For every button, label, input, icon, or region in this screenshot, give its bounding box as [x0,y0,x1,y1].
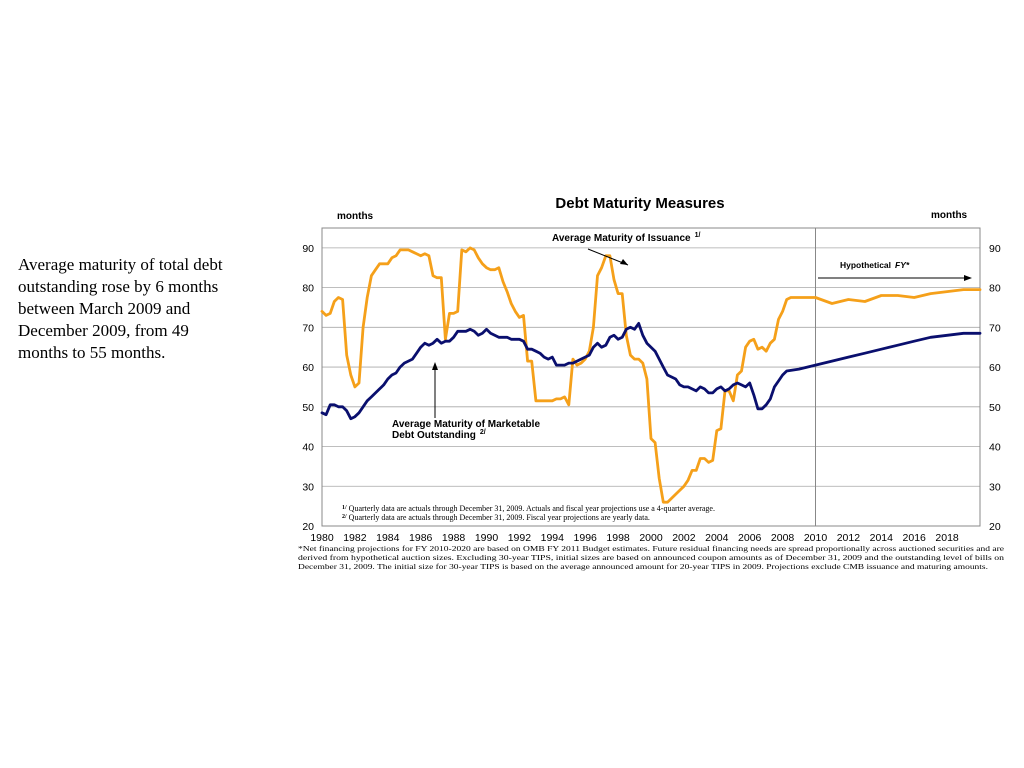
x-ticks: 1980 1982 1984 1986 1988 1990 1992 1994 1996 1998… [310,532,959,544]
outstanding-label-line2: Debt Outstanding 2/ [392,429,486,441]
x-tick-label: 2016 [903,532,927,544]
x-tick-label: 1980 [310,532,334,544]
x-tick-label: 2006 [738,532,762,544]
y-tick-label-left: 20 [302,521,314,533]
hypothetical-arrowhead [964,275,972,281]
x-tick-label: 1998 [606,532,630,544]
x-tick-label: 1986 [409,532,433,544]
note-2: 2/Quarterly data are actuals through Dec… [342,513,650,522]
issuance-arrowhead [620,259,628,265]
x-tick-label: 1996 [574,532,598,544]
y-tick-label-left: 30 [302,481,314,493]
y-tick-label-left: 70 [302,322,314,334]
y-tick-label-left: 80 [302,283,314,295]
y-tick-label-right: 60 [989,362,1001,374]
plot-frame [321,227,981,527]
x-tick-label: 1994 [541,532,565,544]
y-tick-label-right: 50 [989,402,1001,414]
footnote-line-1: *Net financing projections for FY 2010-2… [298,544,1004,553]
y-tick-label-right: 90 [989,243,1001,255]
y-axis-label-left: months [337,211,374,222]
series-line-outstanding [320,322,982,421]
series-line-issuance [320,246,982,504]
y-tick-label-left: 90 [302,243,314,255]
x-tick-label: 2000 [639,532,663,544]
x-tick-label: 2010 [804,532,828,544]
x-tick-label: 1990 [475,532,499,544]
x-tick-label: 2018 [935,532,959,544]
note-1: 1/Quarterly data are actuals through Dec… [342,504,715,513]
outstanding-label-line1: Average Maturity of Marketable [392,419,540,430]
chart-title: Debt Maturity Measures [555,195,724,212]
x-tick-label: 2012 [837,532,861,544]
hypothetical-label: Hypothetical FY* [840,260,910,270]
gridlines [322,247,980,487]
x-tick-label: 1982 [343,532,367,544]
x-tick-label: 1984 [376,532,400,544]
y-tick-label-right: 80 [989,283,1001,295]
x-tick-label: 1988 [442,532,466,544]
footnote-line-2: derived from hypothetical auction sizes.… [298,553,1004,562]
series-lines [320,246,982,504]
x-tick-label: 2004 [705,532,729,544]
y-tick-label-right: 70 [989,322,1001,334]
y-tick-label-left: 50 [302,402,314,414]
footnote-line-3: December 31, 2009. The initial size for … [298,562,988,571]
summary-text: Average maturity of total debt outstandi… [18,255,223,362]
x-tick-label: 2008 [771,532,795,544]
x-tick-label: 2014 [870,532,894,544]
y-ticks-left: 20 30 40 50 60 70 80 90 [302,243,314,533]
y-tick-label-right: 20 [989,521,1001,533]
outstanding-arrowhead [432,362,438,370]
y-ticks-right: 20 30 40 50 60 70 80 90 [989,243,1001,533]
issuance-label: Average Maturity of Issuance 1/ [552,232,700,244]
y-axis-label-right: months [931,210,968,221]
y-tick-label-right: 30 [989,481,1001,493]
x-tick-label: 2002 [672,532,696,544]
y-tick-label-left: 60 [302,362,314,374]
y-tick-label-right: 40 [989,442,1001,454]
y-tick-label-left: 40 [302,442,314,454]
x-tick-label: 1992 [508,532,532,544]
